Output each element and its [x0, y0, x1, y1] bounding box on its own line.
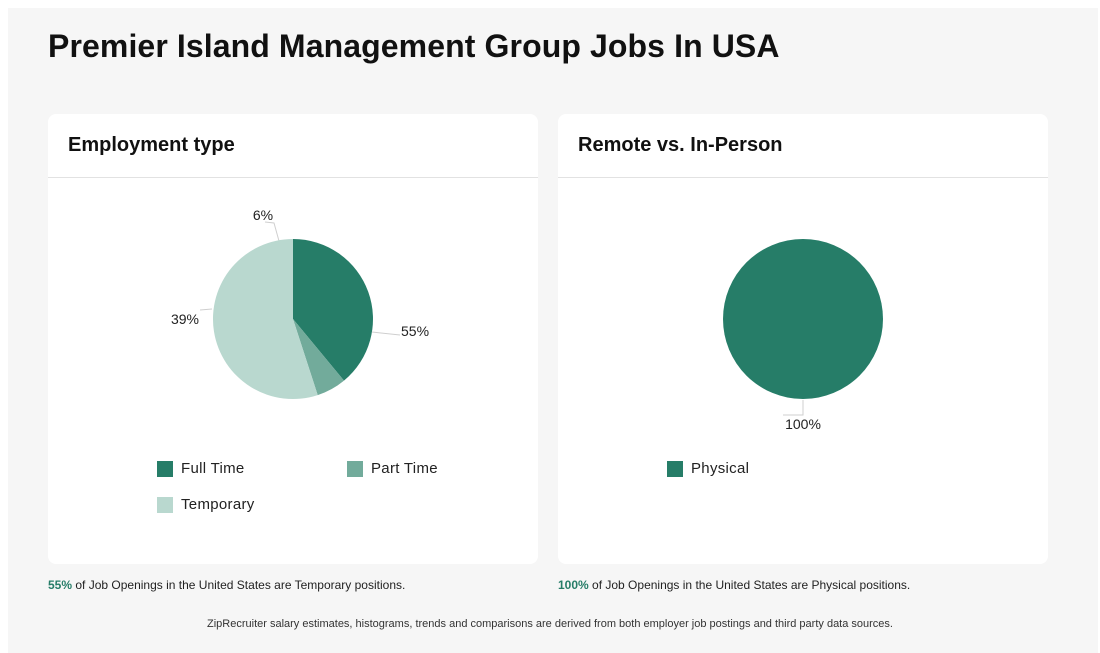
- remote-caption-percent: 100%: [558, 578, 589, 592]
- remote-title: Remote vs. In-Person: [578, 134, 783, 156]
- pie-slice-part-time: [293, 319, 344, 396]
- employment-caption: 55% of Job Openings in the United States…: [48, 578, 405, 592]
- pie-slice-temporary: [212, 239, 318, 399]
- pie-leader-part-time: [264, 221, 280, 242]
- remote-caption-text: of Job Openings in the United States are…: [588, 578, 911, 592]
- pie-label-full-time: 39%: [171, 311, 199, 327]
- pie-label-temporary: 55%: [401, 323, 429, 339]
- pie-label-physical: 100%: [785, 416, 821, 432]
- employment-caption-percent: 55%: [48, 578, 73, 592]
- pie-leader-full-time: [199, 308, 213, 311]
- employment-type-card-header: Employment type: [48, 114, 538, 178]
- footer-disclaimer: ZipRecruiter salary estimates, histogram…: [207, 618, 893, 630]
- employment-type-pie-chart: 39% 6% 55%: [171, 207, 429, 399]
- employment-type-title: Employment type: [68, 134, 235, 156]
- remote-card-header: Remote vs. In-Person: [558, 114, 1048, 178]
- pie-slice-full-time: [293, 239, 373, 381]
- pie-slice-physical: [723, 239, 883, 399]
- pie-leader-temporary: [371, 331, 401, 336]
- remote-caption: 100% of Job Openings in the United State…: [558, 578, 910, 592]
- employment-caption-text: of Job Openings in the United States are…: [72, 578, 406, 592]
- pie-label-part-time: 6%: [253, 207, 273, 223]
- pie-leader-physical: [783, 400, 804, 416]
- employment-type-card: Employment type 39% 6% 55% Full Time Part …: [48, 114, 538, 564]
- page-title: Premier Island Management Group Jobs In …: [48, 28, 780, 64]
- remote-vs-in-person-card: Remote vs. In-Person 100% Physical: [558, 114, 1048, 564]
- remote-pie-chart: 100%: [723, 239, 883, 432]
